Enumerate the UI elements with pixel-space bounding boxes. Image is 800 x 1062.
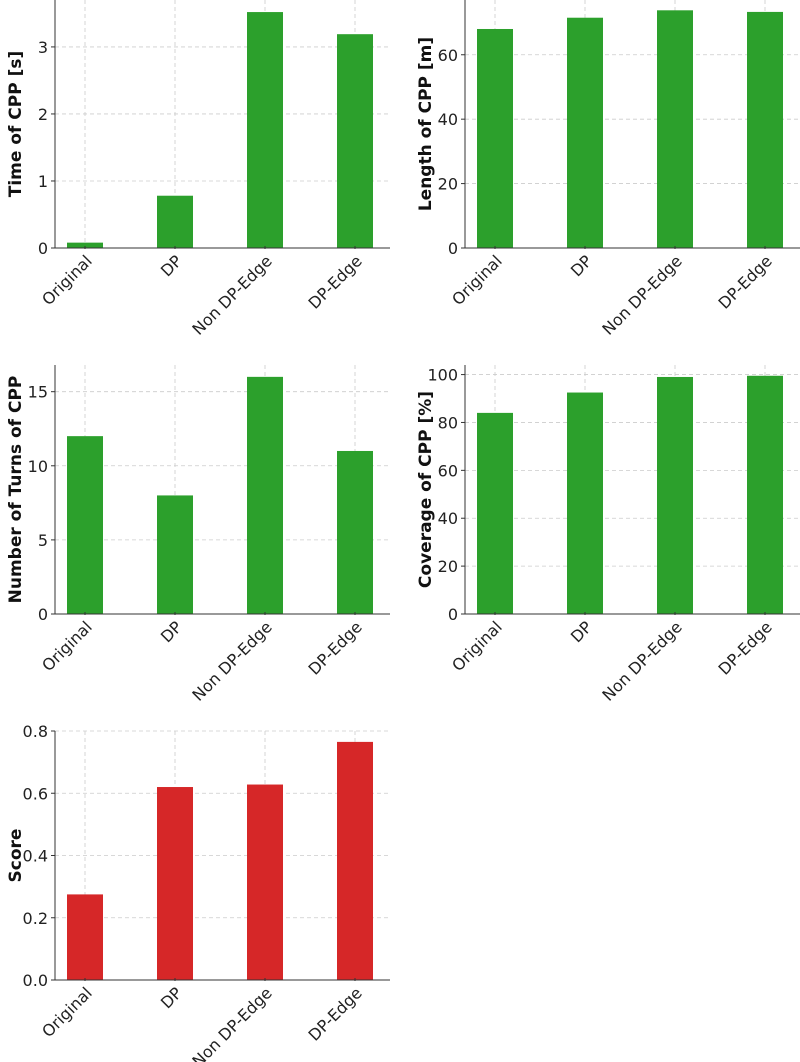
y-tick-label: 20 bbox=[438, 557, 458, 576]
y-tick-label: 10 bbox=[28, 457, 48, 476]
y-tick-label: 3 bbox=[38, 38, 48, 57]
bar-original bbox=[67, 436, 103, 614]
x-tick-label-original: Original bbox=[38, 983, 96, 1041]
y-axis-title: Number of Turns of CPP bbox=[6, 376, 26, 604]
bar-dp-edge bbox=[747, 375, 783, 614]
y-tick-label: 100 bbox=[427, 366, 458, 385]
y-tick-label: 2 bbox=[38, 105, 48, 124]
y-tick-label: 40 bbox=[438, 110, 458, 129]
y-tick-label: 1 bbox=[38, 172, 48, 191]
x-tick-label-dp-edge: DP-Edge bbox=[305, 617, 366, 678]
x-tick-label-dp-edge: DP-Edge bbox=[715, 617, 776, 678]
chart-panel-score: 0.0 0.2 0.4 0.6 0.8 Original DP Non DP-Edge DP-E… bbox=[6, 722, 390, 1062]
x-tick-label-non-dp-edge: Non DP-Edge bbox=[188, 251, 275, 338]
y-axis-title: Score bbox=[6, 829, 26, 883]
chart-panel-time-of-cpp-s: 0 1 2 3 Original DP Non DP-Edge DP-Edge Time of … bbox=[6, 0, 390, 339]
bar-original bbox=[477, 412, 513, 614]
x-tick-label-dp: DP bbox=[567, 617, 596, 646]
y-axis-title: Length of CPP [m] bbox=[416, 37, 436, 211]
bar-dp bbox=[567, 392, 603, 614]
x-tick-label-original: Original bbox=[448, 617, 506, 675]
y-tick-label: 20 bbox=[438, 175, 458, 194]
x-tick-label-original: Original bbox=[38, 617, 96, 675]
x-tick-label-original: Original bbox=[38, 251, 96, 309]
y-axis-title: Time of CPP [s] bbox=[6, 51, 26, 198]
bar-dp bbox=[157, 195, 193, 248]
bar-dp-edge bbox=[337, 34, 373, 249]
y-tick-label: 5 bbox=[38, 531, 48, 550]
bar-dp bbox=[567, 17, 603, 249]
y-tick-label: 15 bbox=[28, 383, 48, 402]
y-tick-label: 0.2 bbox=[23, 909, 48, 928]
x-tick-label-dp-edge: DP-Edge bbox=[305, 983, 366, 1044]
y-tick-label: 40 bbox=[438, 509, 458, 528]
y-tick-label: 0 bbox=[38, 239, 48, 258]
chart-panel-length-of-cpp-m: 0 20 40 60 Original DP Non DP-Edge DP-Edge Lengt… bbox=[416, 0, 800, 339]
bar-dp bbox=[157, 495, 193, 614]
x-tick-label-dp: DP bbox=[567, 251, 596, 280]
x-tick-label-dp-edge: DP-Edge bbox=[305, 251, 366, 312]
y-tick-label: 0.0 bbox=[23, 971, 48, 990]
chart-panel-coverage-of-cpp: 0 20 40 60 80 100 Original DP Non DP-Edge DP-Edge… bbox=[416, 365, 800, 705]
x-tick-label-dp-edge: DP-Edge bbox=[715, 251, 776, 312]
bar-non-dp-edge bbox=[247, 12, 283, 248]
x-tick-label-original: Original bbox=[448, 251, 506, 309]
y-axis-title: Coverage of CPP [%] bbox=[416, 391, 436, 588]
bar-dp-edge bbox=[747, 11, 783, 248]
bar-non-dp-edge bbox=[247, 784, 283, 980]
y-tick-label: 60 bbox=[438, 46, 458, 65]
x-tick-label-non-dp-edge: Non DP-Edge bbox=[188, 983, 275, 1062]
bar-dp-edge bbox=[337, 741, 373, 980]
y-tick-label: 0.4 bbox=[23, 847, 48, 866]
bar-non-dp-edge bbox=[247, 376, 283, 614]
y-tick-label: 0 bbox=[38, 605, 48, 624]
y-tick-label: 80 bbox=[438, 413, 458, 432]
bar-dp bbox=[157, 787, 193, 980]
bar-original bbox=[67, 242, 103, 248]
y-tick-label: 0 bbox=[448, 239, 458, 258]
x-tick-label-dp: DP bbox=[157, 617, 186, 646]
bar-non-dp-edge bbox=[657, 10, 693, 249]
x-tick-label-non-dp-edge: Non DP-Edge bbox=[598, 617, 685, 704]
bar-non-dp-edge bbox=[657, 376, 693, 614]
y-tick-label: 0.8 bbox=[23, 722, 48, 741]
y-tick-label: 0 bbox=[448, 605, 458, 624]
x-tick-label-non-dp-edge: Non DP-Edge bbox=[598, 251, 685, 338]
y-tick-label: 0.6 bbox=[23, 784, 48, 803]
bar-original bbox=[477, 28, 513, 248]
y-tick-label: 60 bbox=[438, 461, 458, 480]
x-tick-label-dp: DP bbox=[157, 251, 186, 280]
bar-dp-edge bbox=[337, 450, 373, 614]
bar-original bbox=[67, 894, 103, 980]
x-tick-label-dp: DP bbox=[157, 983, 186, 1012]
chart-panel-number-of-turns-of-cpp: 0 5 10 15 Original DP Non DP-Edge DP-Edge Number… bbox=[6, 365, 390, 705]
x-tick-label-non-dp-edge: Non DP-Edge bbox=[188, 617, 275, 704]
